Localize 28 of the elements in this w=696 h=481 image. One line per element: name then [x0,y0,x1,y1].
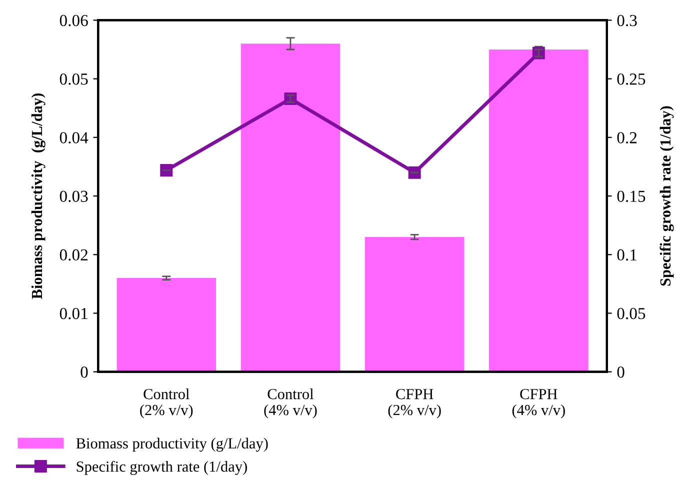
y-tick-label: 0.06 [60,14,88,26]
y-tick-label: 0 [80,366,88,378]
point [408,166,421,179]
y-tick-label: 0.05 [60,74,88,85]
x-tick-label: CFPH (2% v/v) [388,388,441,418]
y-tick-label: 0.03 [60,190,88,202]
y2-tick-label: 0.3 [617,14,637,26]
y2-tick-label: 0.1 [617,249,636,261]
y2-tick-label: 0.05 [617,308,646,320]
x-tick-label: Control (4% v/v) [264,388,317,418]
point [160,164,173,176]
legend-label: Specific growth rate (1/day) [76,460,247,475]
y-tick-label: 0.02 [60,249,88,261]
y-axis-title: Biomass productivity (g/L/day) [31,93,46,299]
y2-tick-label: 0 [617,366,624,378]
y2-tick-label: 0.25 [617,74,646,85]
bar [364,237,464,372]
y2-tick-label: 0.15 [617,190,646,202]
bar [489,50,588,372]
y2-axis-title: Specific growth rate (1/day) [660,106,674,286]
x-tick-label: Control (2% v/v) [140,388,193,418]
y-tick-label: 0.01 [60,308,88,320]
x-tick-label: CFPH (4% v/v) [512,388,565,418]
bar [116,278,216,372]
y-tick-label: 0.04 [60,132,88,144]
legend-label: Biomass productivity (g/L/day) [76,438,268,452]
y2-tick-label: 0.2 [617,132,637,144]
bar [240,44,340,372]
